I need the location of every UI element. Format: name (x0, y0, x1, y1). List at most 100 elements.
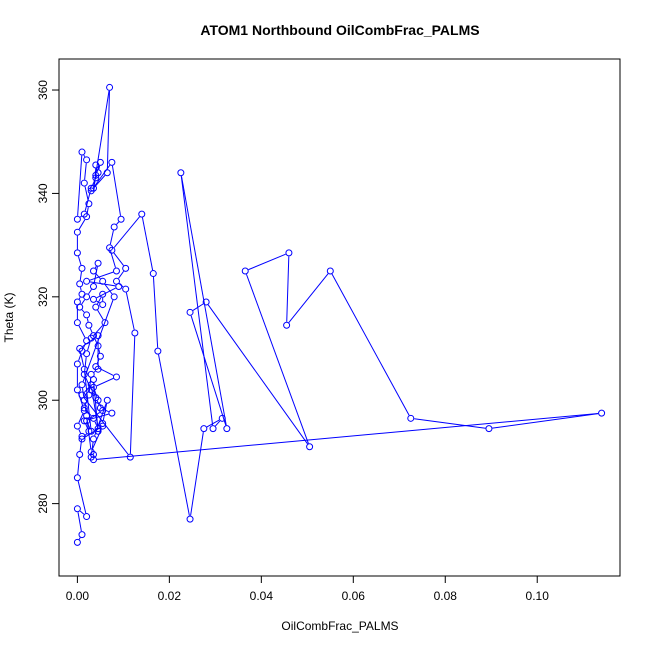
y-tick-label: 360 (36, 80, 50, 100)
series-line-segment (85, 377, 91, 387)
data-point (112, 277, 120, 285)
series-line-segment (89, 328, 93, 333)
series-line-segment (129, 336, 136, 454)
data-point (80, 210, 88, 218)
series-line-segment (94, 338, 98, 343)
data-point (99, 277, 107, 285)
series-layer (73, 83, 606, 546)
data-point (122, 285, 130, 293)
data-point (112, 373, 120, 381)
data-point (80, 179, 88, 187)
data-point (99, 301, 107, 309)
data-point (73, 360, 81, 368)
series-line-segment (206, 419, 220, 428)
data-point (76, 303, 84, 311)
series-line-segment (78, 219, 86, 230)
data-point (89, 267, 97, 275)
data-point (103, 396, 111, 404)
series-line-segment (78, 325, 86, 338)
data-point (73, 228, 81, 236)
data-point (117, 215, 125, 223)
data-point (186, 515, 194, 523)
data-point (83, 412, 91, 420)
data-point (89, 282, 97, 290)
data-point (103, 169, 111, 177)
data-point (149, 270, 157, 278)
data-point (83, 277, 91, 285)
series-line-segment (98, 349, 101, 353)
series-line-segment (77, 155, 83, 216)
series-line-segment (77, 256, 82, 266)
data-point (87, 184, 95, 192)
series-line-segment (93, 324, 104, 336)
x-axis-label: OilCombFrac_PALMS (281, 619, 398, 633)
series-line-segment (84, 357, 87, 371)
data-point (92, 174, 100, 182)
data-point (73, 386, 81, 394)
data-point (92, 171, 100, 179)
data-point (101, 319, 109, 327)
data-point (94, 342, 102, 350)
data-point (78, 391, 86, 399)
data-point (87, 187, 95, 195)
series-line-segment (104, 283, 113, 295)
data-point (83, 293, 91, 301)
data-point (85, 427, 93, 435)
data-point (99, 407, 107, 415)
series-line-segment (214, 420, 221, 427)
data-point (92, 303, 100, 311)
data-point (87, 427, 95, 435)
series-line-segment (77, 457, 80, 475)
series-line-segment (88, 289, 92, 295)
data-point (106, 83, 114, 91)
data-point (73, 538, 81, 546)
data-point (78, 531, 86, 539)
y-axis-label: Theta (K) (2, 292, 16, 342)
data-point (78, 264, 86, 272)
series-line-segment (86, 207, 89, 214)
series-line-segment (81, 299, 86, 305)
data-point (122, 264, 130, 272)
series-line-segment (158, 354, 190, 516)
series-line-segment (94, 421, 98, 426)
data-point (94, 332, 102, 340)
series-line-segment (106, 90, 110, 170)
data-point (83, 311, 91, 319)
data-point (94, 425, 102, 433)
data-point (241, 267, 249, 275)
data-point (73, 249, 81, 257)
x-tick-label: 0.06 (342, 589, 366, 603)
data-point (99, 290, 107, 298)
data-point (73, 319, 81, 327)
series-line-segment (78, 537, 81, 540)
data-point (108, 246, 116, 254)
data-point (76, 345, 84, 353)
data-point (94, 396, 102, 404)
series-line-segment (84, 163, 87, 180)
series-line-segment (414, 418, 486, 429)
data-point (80, 404, 88, 412)
series-line-segment (83, 386, 90, 393)
data-point (89, 414, 97, 422)
data-point (306, 443, 314, 451)
series-line-segment (248, 253, 286, 271)
series-line-segment (97, 309, 104, 320)
series-line-segment (86, 318, 89, 322)
data-point (108, 158, 116, 166)
data-point (285, 249, 293, 257)
data-point (138, 210, 146, 218)
y-axis: 280 300 320 340 360 (36, 80, 60, 514)
x-tick-label: 0.10 (526, 589, 550, 603)
data-point (99, 419, 107, 427)
data-point (407, 414, 415, 422)
data-point (92, 161, 100, 169)
data-point (209, 425, 217, 433)
series-line-segment (87, 341, 91, 351)
series-line-segment (79, 287, 82, 291)
series-line-segment (113, 252, 124, 266)
data-point (85, 321, 93, 329)
y-tick-label: 320 (36, 286, 50, 306)
data-point (89, 332, 97, 340)
series-line-segment (96, 412, 599, 460)
